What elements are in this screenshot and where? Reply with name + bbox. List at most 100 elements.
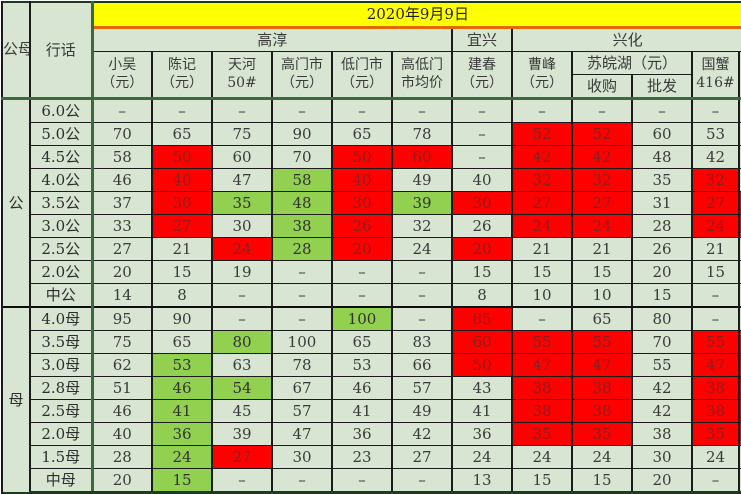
- price-cell[interactable]: –: [331, 468, 393, 494]
- price-cell[interactable]: 50: [331, 145, 393, 169]
- price-cell[interactable]: –: [211, 468, 273, 494]
- row-label[interactable]: 中母: [29, 468, 94, 494]
- price-cell[interactable]: –: [631, 97, 693, 123]
- price-cell[interactable]: 65: [331, 330, 393, 354]
- price-cell[interactable]: –: [271, 260, 333, 284]
- price-cell[interactable]: 24: [571, 445, 633, 469]
- price-cell[interactable]: 10: [571, 283, 633, 308]
- price-cell[interactable]: 15: [511, 468, 573, 494]
- price-cell[interactable]: 15: [631, 283, 693, 308]
- price-cell[interactable]: 90: [151, 306, 213, 331]
- price-cell[interactable]: 36: [151, 422, 213, 446]
- price-cell[interactable]: 65: [151, 330, 213, 354]
- price-cell[interactable]: 15: [571, 468, 633, 494]
- price-cell[interactable]: 66: [391, 353, 453, 377]
- price-cell[interactable]: 83: [391, 330, 453, 354]
- price-cell[interactable]: 28: [91, 445, 153, 469]
- price-cell[interactable]: 30: [331, 191, 393, 215]
- price-cell[interactable]: –: [151, 97, 213, 123]
- price-cell[interactable]: 40: [151, 168, 213, 192]
- price-cell[interactable]: 41: [451, 399, 513, 423]
- row-label[interactable]: 3.5公: [29, 191, 94, 215]
- price-cell[interactable]: 26: [631, 237, 693, 261]
- price-cell[interactable]: 46: [151, 376, 213, 400]
- price-cell[interactable]: 58: [271, 168, 333, 192]
- price-cell[interactable]: 15: [451, 260, 513, 284]
- price-cell[interactable]: 35: [631, 168, 693, 192]
- price-cell[interactable]: –: [511, 97, 573, 123]
- price-cell[interactable]: 65: [571, 306, 633, 331]
- price-cell[interactable]: 47: [511, 353, 573, 377]
- price-cell[interactable]: 41: [331, 399, 393, 423]
- price-cell[interactable]: –: [211, 283, 273, 308]
- price-cell[interactable]: 24: [691, 214, 740, 238]
- price-cell[interactable]: 45: [211, 399, 273, 423]
- price-cell[interactable]: 38: [691, 376, 740, 400]
- price-cell[interactable]: 51: [91, 376, 153, 400]
- row-label[interactable]: 3.0母: [29, 353, 94, 377]
- price-cell[interactable]: 39: [211, 422, 273, 446]
- price-cell[interactable]: –: [391, 306, 453, 331]
- price-cell[interactable]: 35: [691, 422, 740, 446]
- price-cell[interactable]: 52: [571, 122, 633, 146]
- price-cell[interactable]: 65: [331, 122, 393, 146]
- price-cell[interactable]: 49: [391, 399, 453, 423]
- price-cell[interactable]: –: [511, 306, 573, 331]
- price-cell[interactable]: 21: [151, 237, 213, 261]
- price-cell[interactable]: 20: [451, 237, 513, 261]
- price-cell[interactable]: 35: [571, 422, 633, 446]
- price-cell[interactable]: 48: [631, 145, 693, 169]
- price-cell[interactable]: 90: [271, 122, 333, 146]
- price-cell[interactable]: 38: [691, 399, 740, 423]
- price-cell[interactable]: 38: [271, 214, 333, 238]
- price-cell[interactable]: –: [451, 145, 513, 169]
- price-cell[interactable]: 20: [631, 468, 693, 494]
- price-cell[interactable]: 42: [631, 376, 693, 400]
- price-cell[interactable]: –: [271, 97, 333, 123]
- price-cell[interactable]: 24: [151, 445, 213, 469]
- price-cell[interactable]: 42: [631, 399, 693, 423]
- price-cell[interactable]: 49: [391, 168, 453, 192]
- price-cell[interactable]: –: [331, 283, 393, 308]
- price-cell[interactable]: 24: [451, 445, 513, 469]
- price-cell[interactable]: 43: [451, 376, 513, 400]
- price-cell[interactable]: 20: [331, 237, 393, 261]
- price-cell[interactable]: 40: [451, 168, 513, 192]
- price-cell[interactable]: 15: [571, 260, 633, 284]
- price-cell[interactable]: 67: [271, 376, 333, 400]
- price-cell[interactable]: 46: [91, 168, 153, 192]
- price-cell[interactable]: –: [271, 468, 333, 494]
- price-cell[interactable]: 54: [211, 376, 273, 400]
- price-cell[interactable]: 38: [511, 376, 573, 400]
- row-label[interactable]: 4.0公: [29, 168, 94, 192]
- price-cell[interactable]: 24: [391, 237, 453, 261]
- price-cell[interactable]: 8: [151, 283, 213, 308]
- price-cell[interactable]: 26: [331, 214, 393, 238]
- price-cell[interactable]: 40: [91, 422, 153, 446]
- price-cell[interactable]: 14: [91, 283, 153, 308]
- price-cell[interactable]: 100: [271, 330, 333, 354]
- price-cell[interactable]: –: [271, 306, 333, 331]
- price-cell[interactable]: 32: [691, 168, 740, 192]
- row-label[interactable]: 4.5公: [29, 145, 94, 169]
- price-cell[interactable]: 78: [391, 122, 453, 146]
- price-cell[interactable]: 57: [391, 376, 453, 400]
- price-cell[interactable]: 100: [331, 306, 393, 331]
- price-cell[interactable]: 48: [271, 191, 333, 215]
- price-cell[interactable]: 80: [631, 306, 693, 331]
- price-cell[interactable]: 50: [151, 145, 213, 169]
- price-cell[interactable]: 35: [211, 191, 273, 215]
- price-cell[interactable]: 15: [511, 260, 573, 284]
- price-cell[interactable]: 80: [211, 330, 273, 354]
- price-cell[interactable]: 53: [691, 122, 740, 146]
- price-cell[interactable]: 28: [631, 214, 693, 238]
- row-label[interactable]: 1.5母: [29, 445, 94, 469]
- price-cell[interactable]: 26: [451, 214, 513, 238]
- price-cell[interactable]: 8: [451, 283, 513, 308]
- price-cell[interactable]: 42: [571, 145, 633, 169]
- price-cell[interactable]: 65: [151, 122, 213, 146]
- price-cell[interactable]: 42: [511, 145, 573, 169]
- price-cell[interactable]: –: [691, 306, 740, 331]
- price-cell[interactable]: 63: [211, 353, 273, 377]
- row-label[interactable]: 5.0公: [29, 122, 94, 146]
